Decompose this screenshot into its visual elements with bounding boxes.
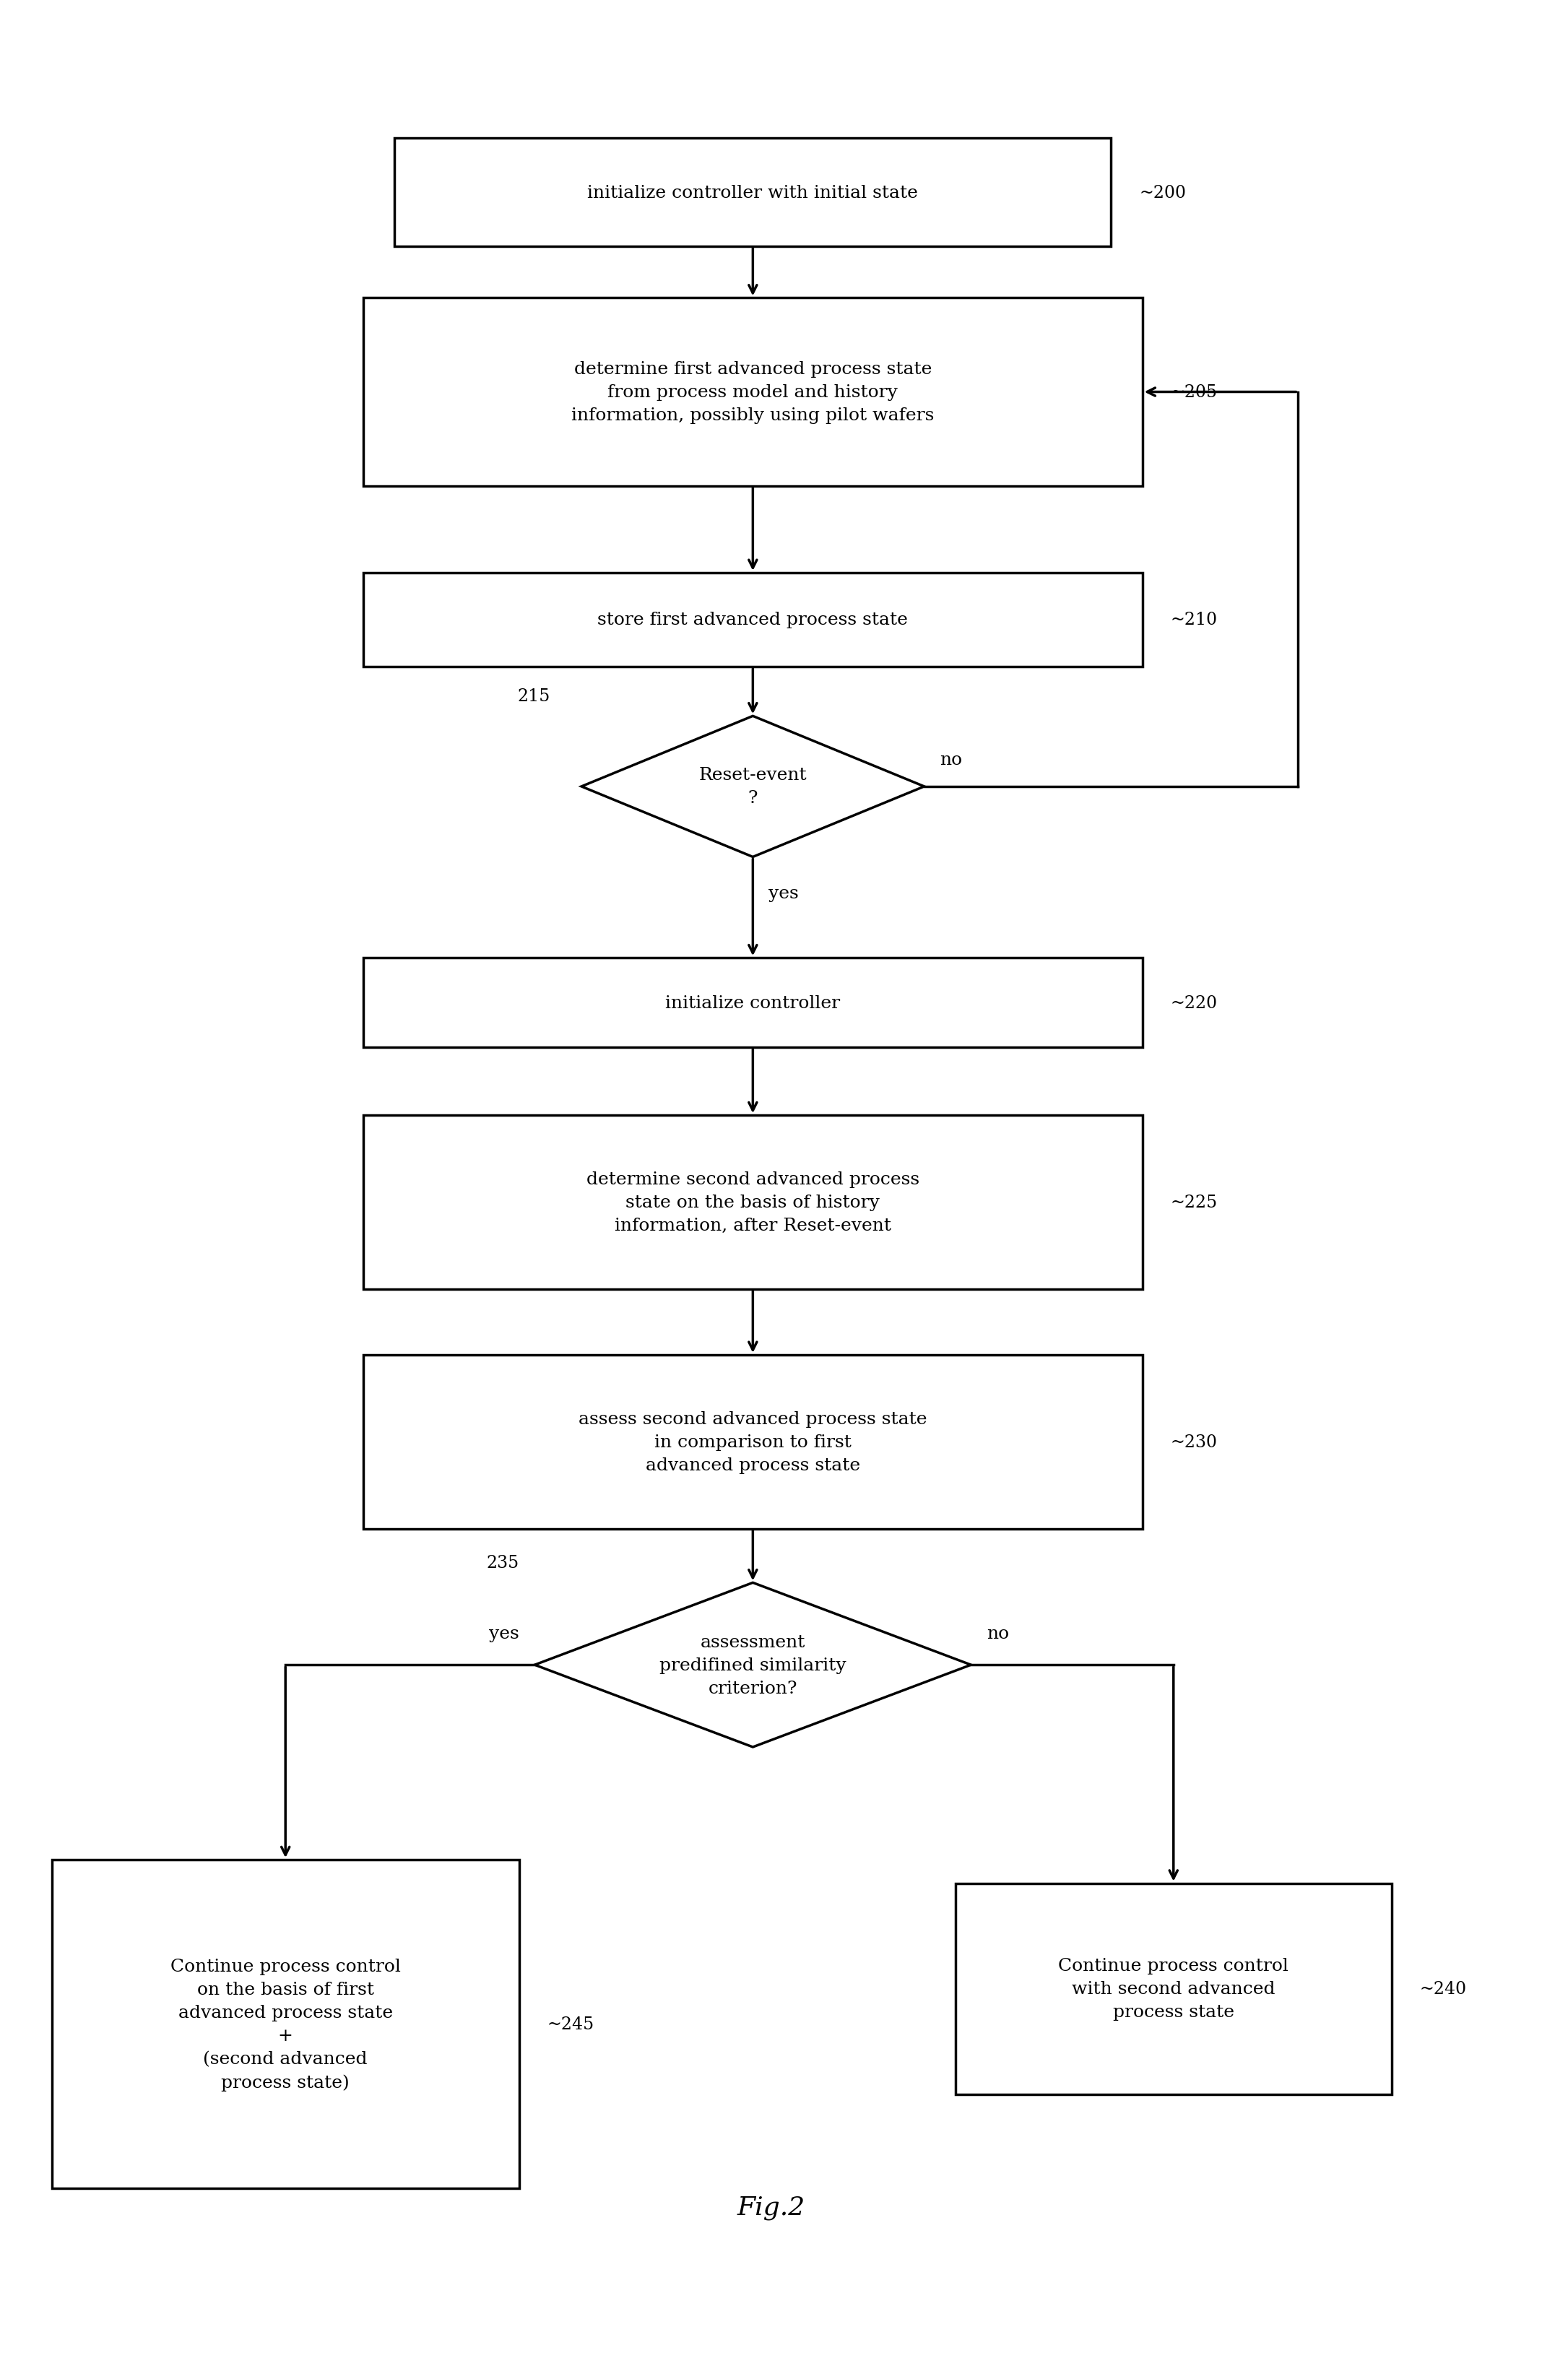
Text: determine first advanced process state
from process model and history
informatio: determine first advanced process state f… bbox=[571, 361, 935, 424]
Text: ~240: ~240 bbox=[1419, 1981, 1466, 1997]
Text: 215: 215 bbox=[517, 689, 550, 705]
FancyBboxPatch shape bbox=[955, 1884, 1392, 2094]
Text: assessment
predifined similarity
criterion?: assessment predifined similarity criteri… bbox=[660, 1634, 847, 1695]
Text: assess second advanced process state
in comparison to first
advanced process sta: assess second advanced process state in … bbox=[579, 1410, 927, 1474]
Text: ~225: ~225 bbox=[1170, 1193, 1217, 1210]
Polygon shape bbox=[582, 717, 924, 858]
Text: ~245: ~245 bbox=[547, 2016, 594, 2033]
Text: ~220: ~220 bbox=[1170, 995, 1217, 1012]
Text: yes: yes bbox=[489, 1625, 519, 1641]
Text: no: no bbox=[986, 1625, 1010, 1641]
FancyBboxPatch shape bbox=[364, 1356, 1143, 1528]
Text: ~200: ~200 bbox=[1140, 184, 1185, 200]
Text: ~230: ~230 bbox=[1170, 1434, 1217, 1450]
Text: 235: 235 bbox=[486, 1554, 519, 1570]
Text: determine second advanced process
state on the basis of history
information, aft: determine second advanced process state … bbox=[586, 1172, 919, 1233]
FancyBboxPatch shape bbox=[364, 573, 1143, 667]
Text: no: no bbox=[939, 752, 963, 769]
Text: store first advanced process state: store first advanced process state bbox=[597, 611, 908, 630]
Text: ~205: ~205 bbox=[1170, 384, 1217, 401]
Text: initialize controller: initialize controller bbox=[665, 995, 840, 1012]
Text: ~210: ~210 bbox=[1170, 611, 1217, 630]
FancyBboxPatch shape bbox=[52, 1860, 519, 2188]
Text: Continue process control
on the basis of first
advanced process state
+
(second : Continue process control on the basis of… bbox=[171, 1957, 400, 2092]
Text: Continue process control
with second advanced
process state: Continue process control with second adv… bbox=[1058, 1957, 1289, 2021]
Text: yes: yes bbox=[768, 887, 798, 903]
Text: Fig.2: Fig.2 bbox=[737, 2195, 806, 2219]
FancyBboxPatch shape bbox=[364, 299, 1143, 486]
FancyBboxPatch shape bbox=[364, 957, 1143, 1047]
FancyBboxPatch shape bbox=[364, 1115, 1143, 1290]
Polygon shape bbox=[535, 1582, 971, 1747]
Text: initialize controller with initial state: initialize controller with initial state bbox=[588, 184, 919, 200]
Text: Reset-event
?: Reset-event ? bbox=[699, 766, 808, 806]
FancyBboxPatch shape bbox=[395, 139, 1112, 248]
